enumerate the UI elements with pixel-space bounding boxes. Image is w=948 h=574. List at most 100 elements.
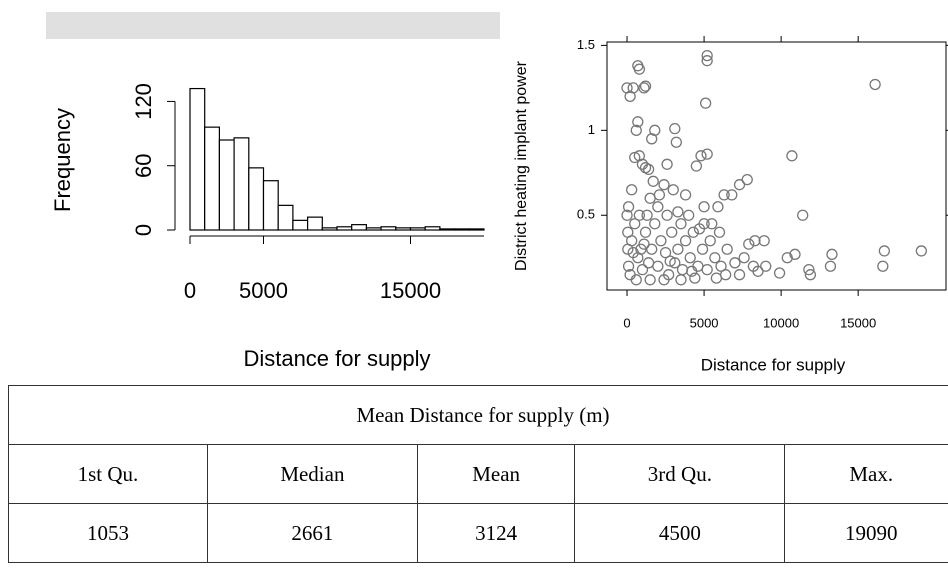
point — [638, 238, 650, 250]
point — [676, 263, 689, 276]
point — [669, 257, 681, 269]
point — [646, 133, 658, 145]
point — [659, 246, 672, 259]
point — [652, 260, 664, 272]
column-header: Mean — [416, 444, 576, 504]
point — [701, 148, 713, 160]
point — [781, 252, 793, 264]
bar — [248, 167, 265, 231]
point — [636, 263, 649, 276]
point — [675, 274, 687, 286]
table-cell: 4500 — [574, 503, 786, 563]
point — [704, 235, 716, 247]
point — [720, 269, 732, 281]
y-tick-label: 120 — [131, 83, 156, 120]
point — [824, 260, 837, 272]
bar — [468, 228, 485, 231]
x-tick-label: 15000 — [840, 315, 876, 330]
point — [690, 160, 703, 172]
point — [675, 218, 687, 230]
point — [683, 209, 695, 221]
point — [752, 265, 764, 277]
point — [738, 252, 750, 264]
column-header: Max. — [784, 444, 948, 504]
point — [638, 82, 650, 94]
point — [627, 82, 639, 94]
point — [633, 63, 646, 75]
column-header: 1st Qu. — [8, 444, 208, 504]
y-tick-label: 0.5 — [577, 207, 595, 222]
header-bar — [46, 12, 500, 39]
column-header: 3rd Qu. — [574, 444, 786, 504]
point — [661, 158, 673, 170]
point — [915, 245, 927, 257]
point — [877, 260, 889, 272]
point — [666, 226, 678, 238]
y-tick-label: 60 — [131, 153, 156, 177]
point — [701, 55, 713, 67]
point — [749, 235, 761, 247]
y-tick-label: 1.5 — [577, 37, 595, 52]
point — [726, 189, 738, 201]
point — [647, 175, 659, 187]
x-tick-label: 10000 — [763, 315, 799, 330]
point — [803, 263, 815, 276]
bar — [454, 228, 470, 231]
point — [626, 184, 638, 196]
point — [758, 235, 770, 247]
point — [721, 243, 733, 255]
point — [661, 209, 673, 221]
point — [629, 218, 641, 230]
point — [626, 235, 638, 247]
point — [826, 248, 838, 260]
point — [760, 260, 772, 272]
bar — [307, 216, 323, 231]
bar — [424, 226, 441, 231]
x-tick-label: 15000 — [380, 278, 441, 303]
summary-table: Mean Distance for supply (m) 1st Qu. Medi… — [8, 385, 948, 563]
point — [733, 269, 746, 281]
point — [672, 243, 684, 255]
point — [687, 226, 699, 238]
point — [629, 151, 641, 164]
table-cell: 2661 — [206, 503, 418, 563]
point — [706, 218, 718, 230]
point — [649, 218, 661, 230]
bar — [233, 137, 250, 231]
point — [652, 201, 664, 213]
point — [642, 163, 655, 176]
point — [658, 274, 670, 286]
point — [644, 274, 656, 286]
point — [655, 235, 667, 247]
point — [672, 206, 684, 218]
point — [630, 124, 642, 136]
point — [664, 255, 676, 267]
point — [698, 201, 710, 213]
bar — [395, 227, 412, 231]
bar — [351, 224, 368, 231]
point — [699, 97, 712, 109]
point — [773, 267, 786, 279]
bar — [262, 180, 279, 231]
point — [869, 78, 881, 91]
point — [712, 201, 724, 213]
point — [622, 260, 635, 272]
y-tick-label: 1 — [588, 122, 595, 137]
point — [709, 252, 721, 264]
table-cell: 19090 — [784, 503, 948, 563]
point — [689, 272, 701, 284]
point — [627, 246, 639, 259]
point — [686, 265, 698, 277]
point — [715, 260, 727, 272]
point — [669, 122, 681, 135]
x-axis-label: Distance for supply — [701, 355, 846, 374]
x-tick-label: 5000 — [690, 315, 719, 330]
point — [633, 209, 646, 221]
point — [718, 189, 730, 201]
point — [733, 179, 746, 191]
bar — [204, 126, 220, 231]
bar — [218, 139, 235, 231]
point — [695, 150, 707, 162]
point — [667, 184, 679, 196]
